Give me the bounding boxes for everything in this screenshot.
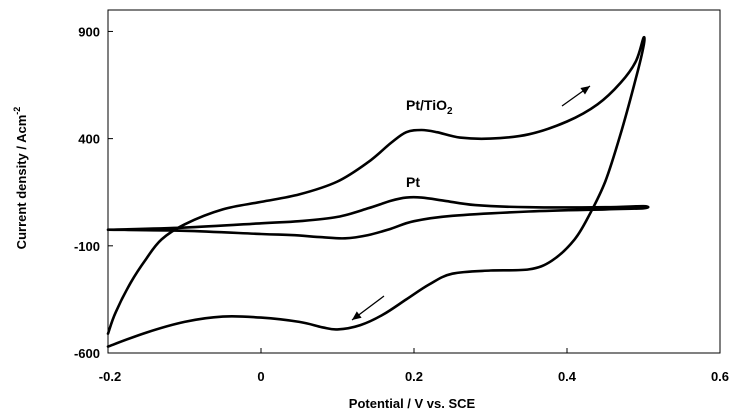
y-axis-title: Current density / Acm-2 [12,107,29,250]
reverse-scan-arrow-head [352,311,362,320]
x-tick-label: 0.2 [405,369,423,384]
series-label-pt-tio2: Pt/TiO2 [406,97,453,117]
series-curve-pt-tio2 [106,35,646,348]
y-axis: -600 -100 400 900 [74,24,113,361]
y-tick-label: 900 [78,24,100,39]
x-tick-label: -0.2 [99,369,121,384]
series-label-pt: Pt [406,174,420,190]
series-curves [106,35,650,348]
x-tick-label: 0 [257,369,264,384]
x-tick-label: 0.4 [558,369,577,384]
x-tick-label: 0.6 [711,369,729,384]
x-axis-title: Potential / V vs. SCE [349,396,476,409]
y-tick-label: -100 [74,239,100,254]
scan-direction-arrows [351,85,591,321]
y-tick-label: 400 [78,132,100,147]
x-axis: -0.2 0 0.2 0.4 0.6 [99,348,729,384]
forward-scan-arrow-head [580,86,590,95]
series-curve-pt [106,195,650,240]
y-tick-label: -600 [74,346,100,361]
y-axis-title-group: Current density / Acm-2 [12,107,29,250]
